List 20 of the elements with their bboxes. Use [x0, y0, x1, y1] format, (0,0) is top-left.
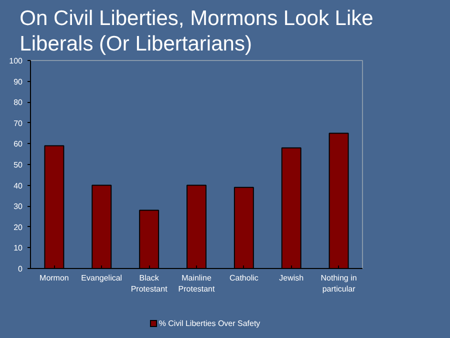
x-tick-label: Mormon	[40, 274, 69, 282]
y-tick-label: 100	[9, 56, 24, 66]
x-tick-label: Catholic	[229, 274, 258, 282]
y-tick-label: 70	[14, 118, 24, 128]
y-tick-label: 20	[14, 222, 24, 232]
x-tick-label: Evangelical	[81, 274, 122, 282]
y-tick-label: 80	[14, 98, 24, 108]
y-tick-label: 10	[14, 244, 24, 253]
y-tick-label: 0	[18, 264, 24, 274]
chart-title: On Civil Liberties, Mormons Look Like Liberals (Or Libertarians)	[20, 7, 374, 56]
y-tick-label: 50	[14, 160, 24, 170]
x-tick-label: Nothing in particular	[320, 274, 357, 294]
y-tick-label: 90	[14, 77, 24, 86]
y-tick-label: 40	[14, 181, 24, 190]
legend-label: % Civil Liberties Over Safety	[158, 319, 260, 328]
y-tick-label: 60	[14, 140, 24, 149]
x-tick-label: Mainline Protestant	[178, 274, 216, 294]
x-tick-label: Black Protestant	[130, 274, 168, 294]
y-tick-label: 30	[14, 202, 24, 212]
x-tick-label: Jewish	[279, 274, 304, 282]
